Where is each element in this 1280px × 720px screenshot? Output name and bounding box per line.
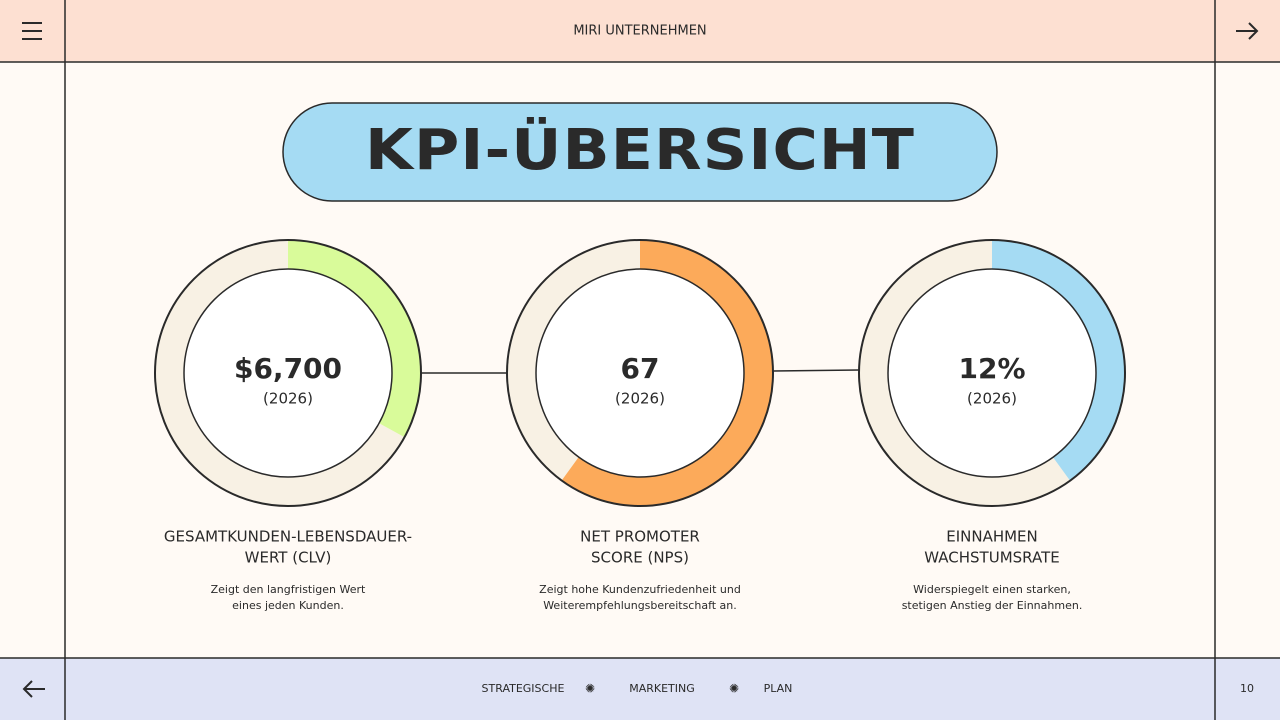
header-title: MIRI UNTERNEHMEN (573, 24, 706, 39)
kpi-year: (2026) (263, 390, 313, 408)
kpi-description: Widerspiegelt einen starken, (913, 583, 1071, 596)
kpi-description: stetigen Anstieg der Einnahmen. (902, 599, 1083, 612)
ring-outline (858, 239, 1126, 507)
kpi-value: 12% (958, 352, 1025, 385)
menu-icon[interactable] (22, 22, 42, 40)
footer-bar (0, 658, 1280, 720)
kpi-value: $6,700 (234, 352, 342, 385)
footer-item: PLAN (764, 682, 793, 695)
footer-item: MARKETING (629, 682, 695, 695)
kpi-year: (2026) (615, 390, 665, 408)
kpi-description: Zeigt den langfristigen Wert (211, 583, 366, 596)
slide-title: KPI-ÜBERSICHT (365, 118, 915, 183)
kpi-description: Zeigt hohe Kundenzufriedenheit und (539, 583, 741, 596)
ring-inner (887, 268, 1097, 478)
kpi-description: eines jeden Kunden. (232, 599, 344, 612)
ring-outline (154, 239, 422, 507)
kpi-label: EINNAHMEN (946, 528, 1038, 546)
kpi-label: NET PROMOTER (580, 528, 700, 546)
title-pill (282, 102, 998, 202)
kpi-label: GESAMTKUNDEN-LEBENSDAUER- (164, 528, 412, 546)
kpi-description: Weiterempfehlungsbereitschaft an. (543, 599, 737, 612)
ring-fill (859, 240, 1125, 506)
ring-outline (506, 239, 774, 507)
prev-arrow[interactable] (22, 680, 45, 698)
star-icon: ✺ (729, 682, 739, 696)
kpi-label: WACHSTUMSRATE (924, 549, 1059, 567)
star-icon: ✺ (585, 682, 595, 696)
next-arrow[interactable] (1236, 22, 1259, 40)
kpi-value: 67 (621, 352, 660, 385)
page-number: 10 (1240, 682, 1254, 695)
connector (772, 369, 860, 372)
kpi-year: (2026) (967, 390, 1017, 408)
kpi-label: WERT (CLV) (245, 549, 332, 567)
footer-item: STRATEGISCHE (482, 682, 565, 695)
ring-fill (155, 240, 421, 506)
ring-inner (535, 268, 745, 478)
kpi-label: SCORE (NPS) (591, 549, 689, 567)
ring-fill (507, 240, 773, 506)
header-bar (0, 0, 1280, 62)
ring-inner (183, 268, 393, 478)
